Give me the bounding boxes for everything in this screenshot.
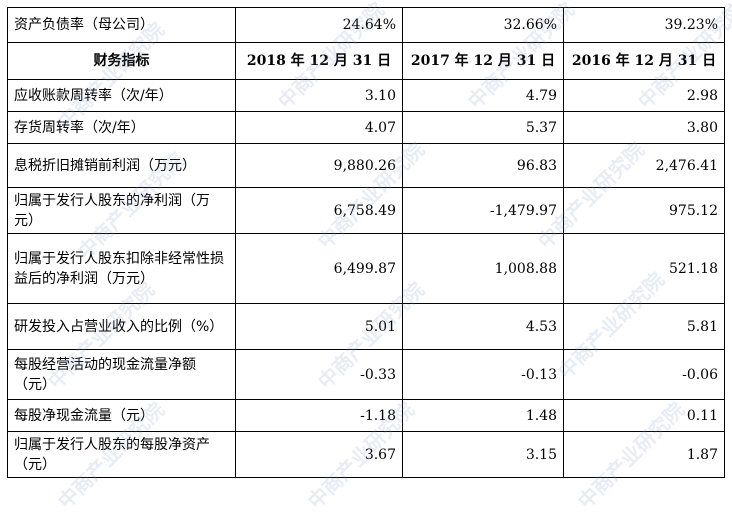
header-2017: 2017 年 12 月 31 日: [402, 42, 564, 80]
cell-2017: 3.15: [402, 431, 564, 478]
cell-2017: -1,479.97: [402, 187, 564, 234]
cell-2016: 39.23%: [563, 7, 725, 43]
cell-2016: -0.06: [563, 349, 725, 400]
table-row: 应收账款周转率（次/年） 3.10 4.79 2.98: [7, 79, 725, 112]
cell-2018: 9,880.26: [235, 143, 403, 188]
row-label: 资产负债率（母公司）: [7, 7, 236, 43]
row-label: 每股经营活动的现金流量净额（元）: [7, 349, 236, 400]
cell-2016: 2.98: [563, 79, 725, 112]
cell-2018: 6,499.87: [235, 233, 403, 304]
cell-2018: -0.33: [235, 349, 403, 400]
cell-2017: 4.53: [402, 303, 564, 350]
cell-2016: 1.87: [563, 431, 725, 478]
row-label: 每股净现金流量（元）: [7, 399, 236, 432]
cell-2016: 3.80: [563, 111, 725, 144]
table-row: 息税折旧摊销前利润（万元） 9,880.26 96.83 2,476.41: [7, 143, 725, 188]
financial-indicators-table: 资产负债率（母公司） 24.64% 32.66% 39.23% 财务指标 201…: [7, 7, 725, 478]
row-label: 归属于发行人股东扣除非经常性损益后的净利润（万元）: [7, 233, 236, 304]
cell-2017: -0.13: [402, 349, 564, 400]
cell-2018: -1.18: [235, 399, 403, 432]
table-row: 研发投入占营业收入的比例（%） 5.01 4.53 5.81: [7, 303, 725, 350]
cell-2018: 6,758.49: [235, 187, 403, 234]
cell-2018: 3.67: [235, 431, 403, 478]
cell-2018: 3.10: [235, 79, 403, 112]
cell-2018: 5.01: [235, 303, 403, 350]
cell-2016: 975.12: [563, 187, 725, 234]
cell-2018: 4.07: [235, 111, 403, 144]
cell-2018: 24.64%: [235, 7, 403, 43]
table-row-top: 资产负债率（母公司） 24.64% 32.66% 39.23%: [7, 7, 725, 43]
table-row: 每股经营活动的现金流量净额（元） -0.33 -0.13 -0.06: [7, 349, 725, 400]
row-label: 存货周转率（次/年）: [7, 111, 236, 144]
cell-2016: 521.18: [563, 233, 725, 304]
cell-2016: 0.11: [563, 399, 725, 432]
row-label: 研发投入占营业收入的比例（%）: [7, 303, 236, 350]
table-row: 每股净现金流量（元） -1.18 1.48 0.11: [7, 399, 725, 432]
cell-2017: 4.79: [402, 79, 564, 112]
table-row: 存货周转率（次/年） 4.07 5.37 3.80: [7, 111, 725, 144]
cell-2017: 5.37: [402, 111, 564, 144]
cell-2017: 32.66%: [402, 7, 564, 43]
table-row: 归属于发行人股东的每股净资产（元） 3.67 3.15 1.87: [7, 431, 725, 478]
row-label: 归属于发行人股东的净利润（万元）: [7, 187, 236, 234]
row-label: 息税折旧摊销前利润（万元）: [7, 143, 236, 188]
cell-2017: 1,008.88: [402, 233, 564, 304]
cell-2016: 2,476.41: [563, 143, 725, 188]
header-label: 财务指标: [7, 42, 236, 80]
table-row: 归属于发行人股东扣除非经常性损益后的净利润（万元） 6,499.87 1,008…: [7, 233, 725, 304]
header-2018: 2018 年 12 月 31 日: [235, 42, 403, 80]
cell-2017: 1.48: [402, 399, 564, 432]
table-header-row: 财务指标 2018 年 12 月 31 日 2017 年 12 月 31 日 2…: [7, 42, 725, 80]
header-2016: 2016 年 12 月 31 日: [563, 42, 725, 80]
row-label: 应收账款周转率（次/年）: [7, 79, 236, 112]
table-row: 归属于发行人股东的净利润（万元） 6,758.49 -1,479.97 975.…: [7, 187, 725, 234]
cell-2017: 96.83: [402, 143, 564, 188]
cell-2016: 5.81: [563, 303, 725, 350]
row-label: 归属于发行人股东的每股净资产（元）: [7, 431, 236, 478]
